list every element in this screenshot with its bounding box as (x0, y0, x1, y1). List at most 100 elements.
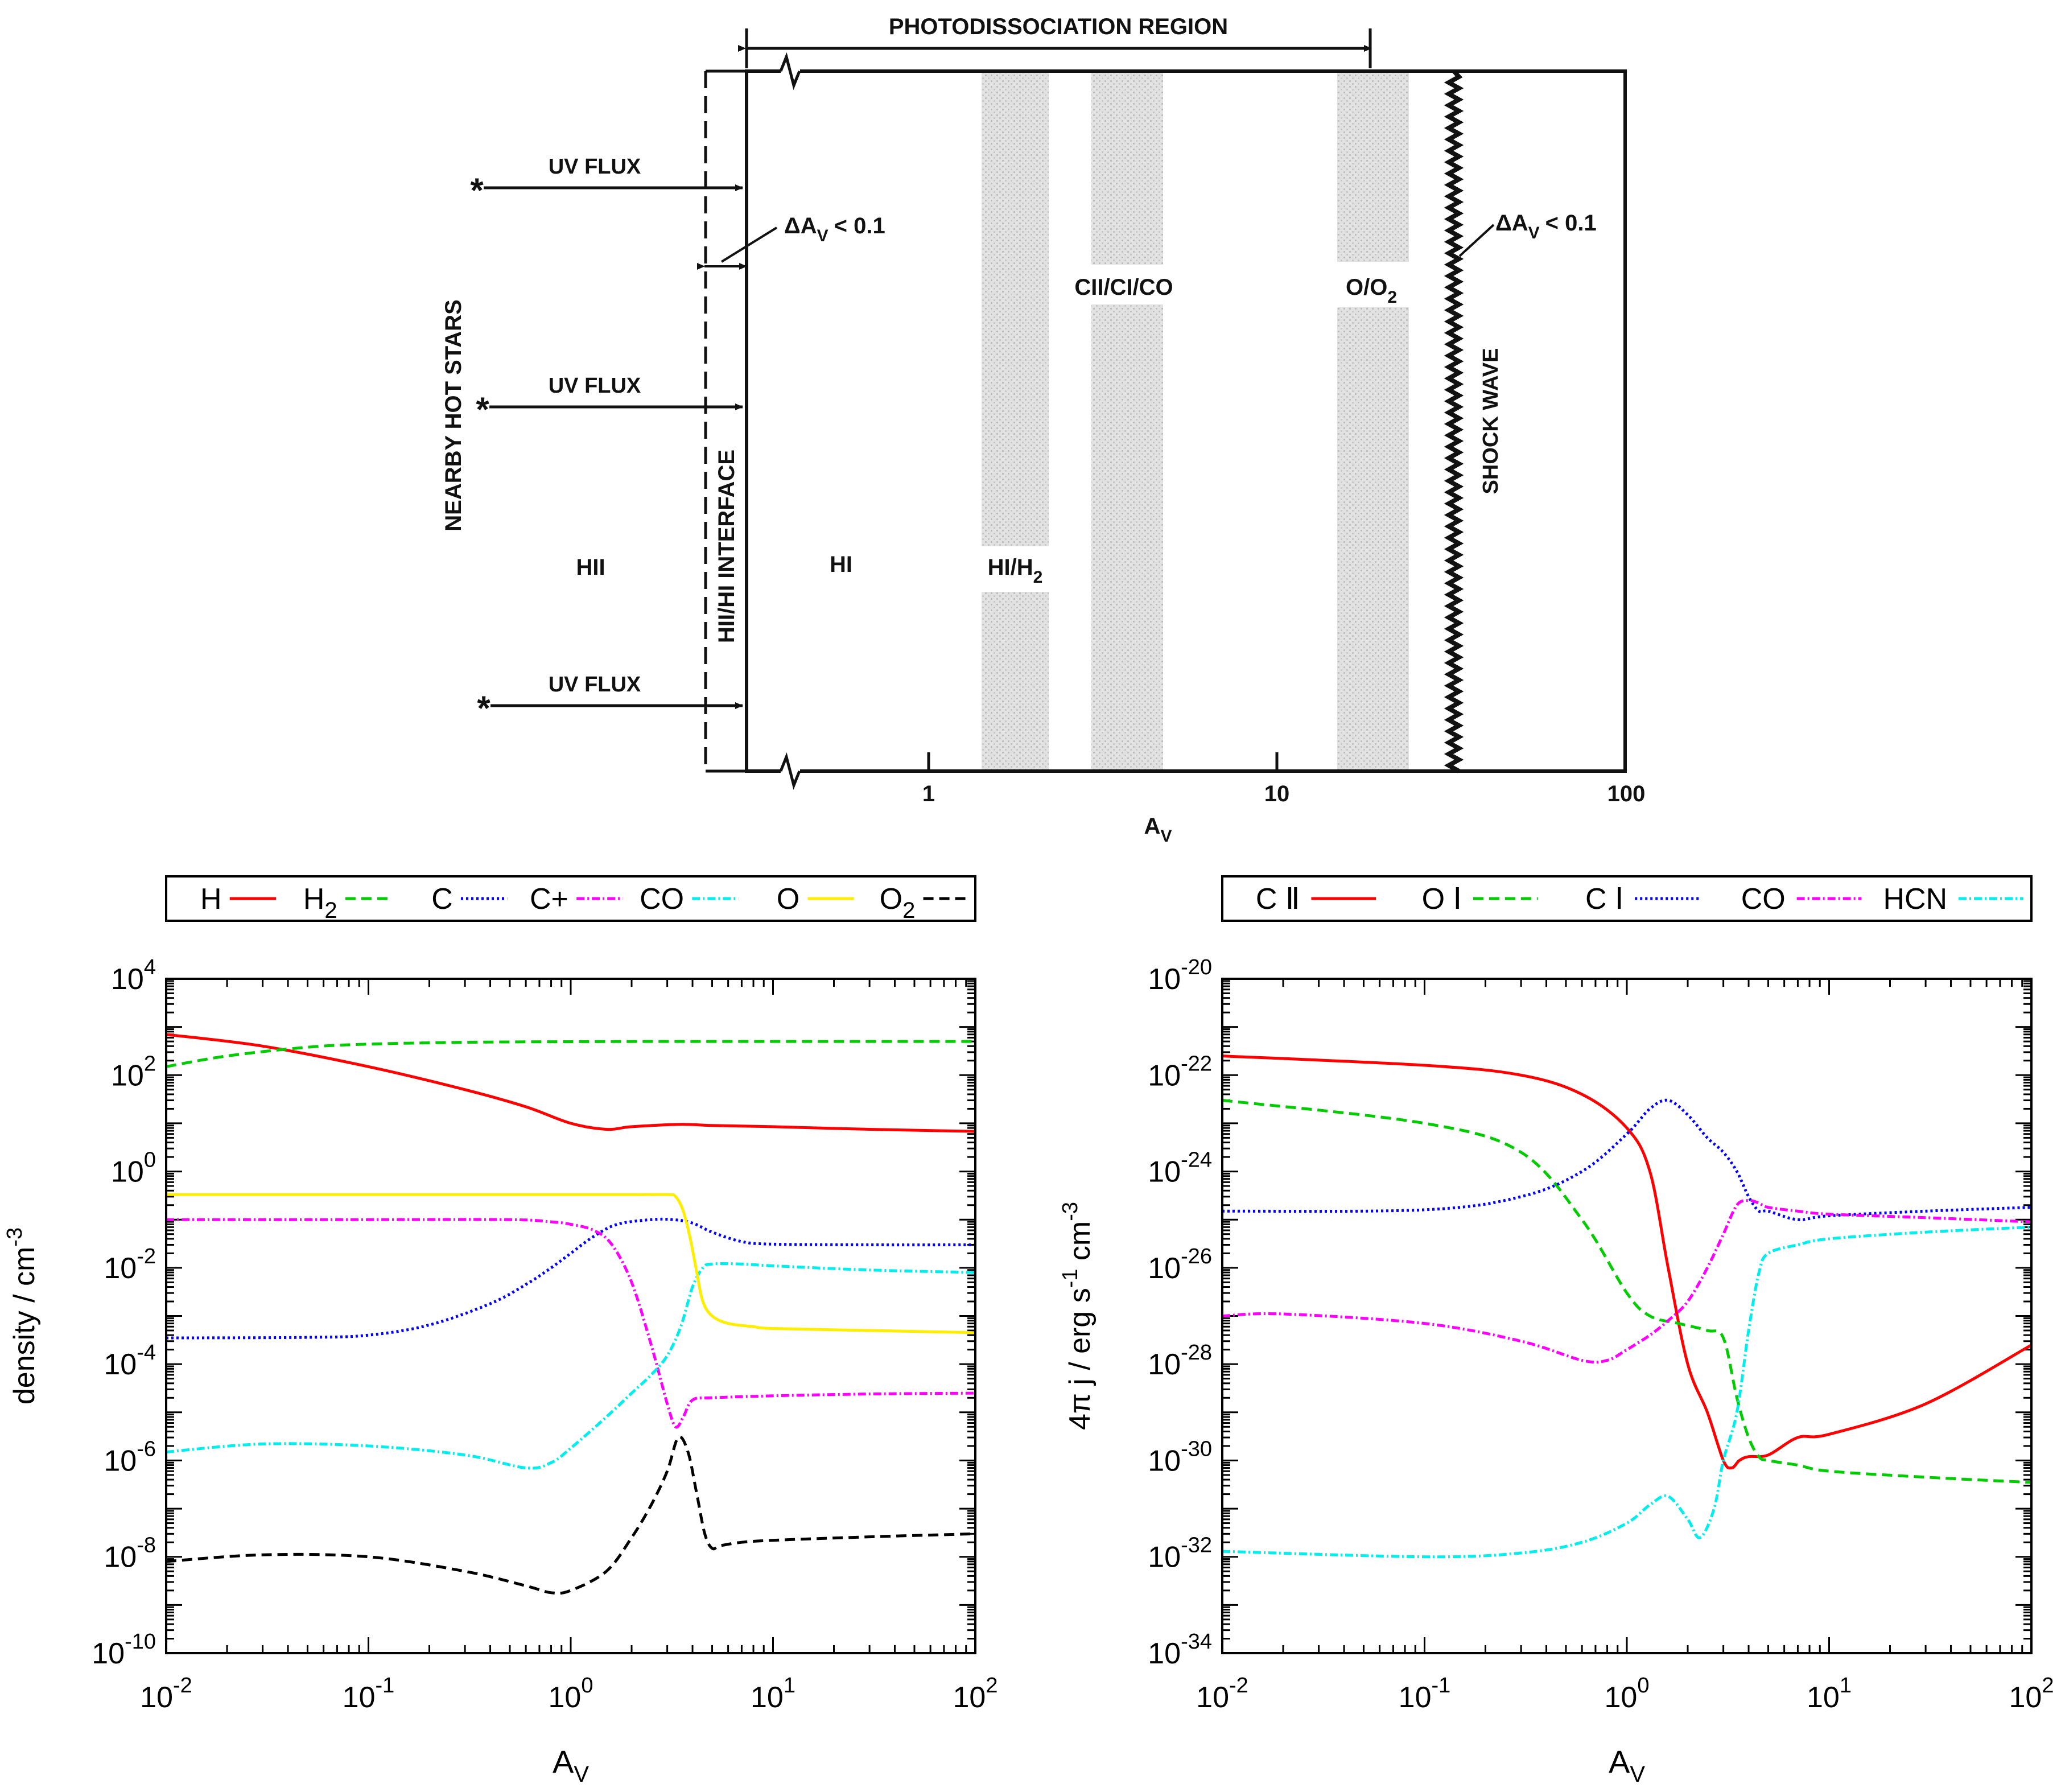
y-tick-label: 10-2 (104, 1245, 156, 1285)
y-axis-label: density / cm-3 (3, 1227, 41, 1404)
series-line-o2 (166, 1435, 975, 1595)
legend-item: C Ⅰ (1585, 883, 1700, 916)
delta-av-left: ΔAV < 0.1 (784, 213, 885, 245)
legend-label: O Ⅰ (1422, 883, 1462, 916)
series-line-co (166, 1262, 975, 1470)
diag-tick-10: 10 (1264, 781, 1290, 806)
svg-text:UV FLUX: UV FLUX (549, 673, 641, 697)
series-line-c- (166, 1218, 975, 1429)
series-line-h (166, 1033, 975, 1133)
x-tick-label: 102 (2009, 1674, 2054, 1714)
legend-label: O (777, 883, 799, 916)
series-line-h2 (166, 1040, 975, 1068)
y-tick-label: 10-22 (1148, 1052, 1212, 1092)
y-tick-label: 10-10 (92, 1630, 156, 1670)
y-tick-label: 10-8 (104, 1534, 156, 1574)
legend-item: O2 (880, 883, 970, 923)
legend-item: CO (1741, 883, 1862, 916)
y-tick-label: 10-32 (1148, 1534, 1212, 1574)
legend-label: H2 (303, 883, 337, 923)
y-tick-label: 10-30 (1148, 1437, 1212, 1477)
series-line-c-i (1222, 1098, 2031, 1221)
legend-item: CO (640, 883, 739, 916)
zone-hii: HII (576, 555, 605, 580)
zone-hi: HI (830, 552, 852, 577)
y-tick-label: 10-20 (1148, 955, 1212, 996)
x-tick-label: 10-1 (343, 1674, 395, 1714)
uv-flux-3: * UV FLUX (477, 673, 743, 727)
series-line-hcn (1222, 1225, 2031, 1559)
band-oxygen (1337, 71, 1409, 771)
svg-text:*: * (477, 689, 490, 727)
y-tick-label: 100 (111, 1148, 156, 1189)
y-tick-label: 102 (111, 1052, 156, 1092)
series-line-co (1222, 1198, 2031, 1364)
svg-text:UV FLUX: UV FLUX (549, 155, 641, 179)
legend-item: H2 (303, 883, 392, 923)
x-tick-label: 10-2 (1196, 1674, 1248, 1714)
y-tick-label: 10-4 (104, 1341, 156, 1381)
diag-xlabel: AV (1144, 814, 1172, 846)
tick-marks (1221, 979, 2031, 1654)
diag-tick-100: 100 (1607, 781, 1646, 806)
legend-item: C Ⅱ (1256, 883, 1376, 916)
uv-flux-2: * UV FLUX (476, 374, 743, 429)
interface-label: HII/HI INTERFACE (714, 450, 739, 643)
diag-tick-1: 1 (922, 781, 935, 806)
x-tick-label: 101 (1807, 1674, 1852, 1714)
svg-text:*: * (470, 171, 484, 209)
y-axis-label: 4π j / erg s-1 cm-3 (1058, 1202, 1097, 1430)
band-carbon (1091, 71, 1163, 771)
plot-frame (165, 978, 976, 1654)
svg-text:UV FLUX: UV FLUX (549, 374, 641, 398)
x-tick-label: 10-1 (1399, 1674, 1451, 1714)
x-axis-label: AV (1609, 1744, 1645, 1787)
tick-marks (165, 979, 975, 1654)
legend-item: C (431, 883, 508, 916)
series-line-o (166, 1193, 975, 1334)
legend-label: CO (640, 883, 684, 916)
legend: H H2 C C+ CO O O2 (165, 875, 976, 923)
x-tick-label: 100 (549, 1674, 593, 1714)
delta-av-right: ΔAV < 0.1 (1495, 211, 1597, 242)
emissivity-chart: 10-2 10-1 100 101 102 10-34 10-32 10-30 10-28 10-… (1058, 875, 2054, 1787)
series-line-c (166, 1217, 975, 1340)
legend-item: O Ⅰ (1422, 883, 1538, 916)
series-line-o-i (1222, 1099, 2031, 1484)
y-tick-label: 10-6 (104, 1437, 156, 1477)
legend-label: H (200, 883, 222, 916)
legend-label: HCN (1883, 883, 1947, 916)
hot-stars-label: NEARBY HOT STARS (441, 299, 466, 531)
legend-label: C (431, 883, 453, 916)
uv-flux-1: * UV FLUX (470, 155, 743, 209)
legend-label: C Ⅱ (1256, 883, 1300, 916)
pdr-label: PHOTODISSOCIATION REGION (889, 14, 1228, 39)
x-axis-label: AV (553, 1744, 589, 1787)
y-tick-label: 10-28 (1148, 1341, 1212, 1381)
legend-label: C+ (530, 883, 568, 916)
density-chart: 10-2 10-1 100 101 102 10-10 10-8 10-6 10-4 10-2 10… (3, 875, 998, 1787)
legend-item: HCN (1883, 883, 2023, 916)
legend-label: C Ⅰ (1585, 883, 1623, 916)
zone-carbon: CII/CI/CO (1074, 275, 1173, 300)
shock-label: SHOCK WAVE (1479, 348, 1503, 495)
x-tick-label: 100 (1605, 1674, 1650, 1714)
legend-label: CO (1741, 883, 1786, 916)
pdr-diagram: PHOTODISSOCIATION REGION SHOCK WAVE NEAR… (441, 14, 1645, 846)
series-line-c-ii (1222, 1054, 2031, 1470)
y-tick-label: 10-24 (1148, 1148, 1212, 1189)
legend-label: O2 (880, 883, 916, 923)
x-tick-label: 102 (953, 1674, 998, 1714)
svg-text:*: * (476, 390, 489, 429)
legend: C Ⅱ O Ⅰ C Ⅰ CO HCN (1221, 875, 2033, 922)
y-tick-label: 10-34 (1148, 1630, 1212, 1670)
y-tick-label: 10-26 (1148, 1245, 1212, 1285)
shock-wave (1444, 69, 1464, 773)
y-tick-label: 104 (111, 955, 156, 996)
zone-hi-h2: HI/H2 (988, 555, 1043, 587)
legend-item: O (777, 883, 854, 916)
zone-oxygen: O/O2 (1346, 275, 1397, 307)
x-tick-label: 101 (751, 1674, 795, 1714)
legend-item: C+ (530, 883, 623, 916)
